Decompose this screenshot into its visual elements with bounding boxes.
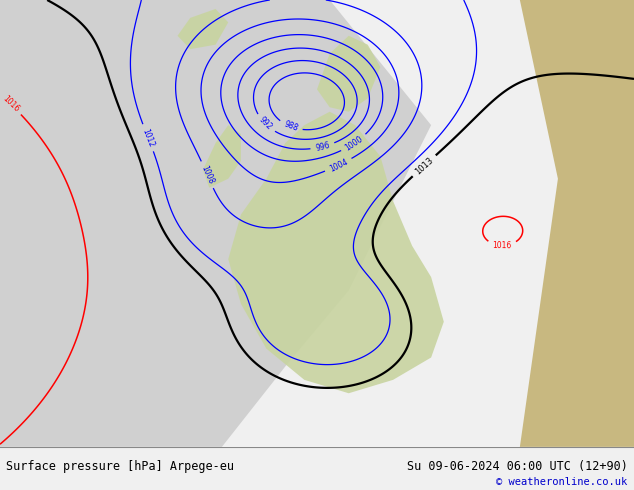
Polygon shape — [0, 0, 431, 447]
Text: 1000: 1000 — [344, 134, 365, 152]
Text: 988: 988 — [283, 120, 299, 133]
Text: 1016: 1016 — [1, 94, 21, 114]
Polygon shape — [317, 36, 380, 112]
Text: 1013: 1013 — [413, 155, 435, 176]
Text: 1016: 1016 — [493, 241, 512, 250]
Text: Surface pressure [hPa] Arpege-eu: Surface pressure [hPa] Arpege-eu — [6, 460, 235, 473]
Polygon shape — [520, 0, 634, 447]
Text: © weatheronline.co.uk: © weatheronline.co.uk — [496, 477, 628, 487]
Text: 1012: 1012 — [141, 127, 156, 148]
Text: 1004: 1004 — [328, 157, 349, 173]
Text: 996: 996 — [314, 141, 331, 153]
Polygon shape — [203, 125, 241, 188]
Polygon shape — [228, 112, 444, 393]
Text: 992: 992 — [257, 116, 274, 132]
Text: 1008: 1008 — [199, 164, 216, 185]
Text: Su 09-06-2024 06:00 UTC (12+90): Su 09-06-2024 06:00 UTC (12+90) — [407, 460, 628, 473]
Polygon shape — [178, 9, 228, 49]
